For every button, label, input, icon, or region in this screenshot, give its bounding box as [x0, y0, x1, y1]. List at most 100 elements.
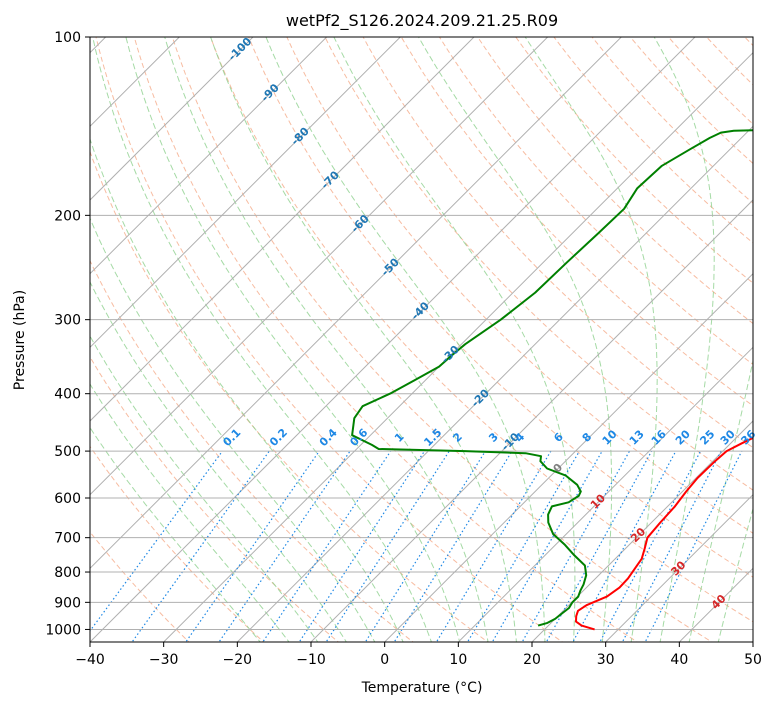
mixing-ratio-label: 0.1: [220, 426, 243, 449]
x-tick-label: 0: [380, 652, 389, 668]
x-tick-label: −10: [296, 652, 326, 668]
mixing-ratio-label: 6: [551, 430, 566, 445]
chart-title: wetPf2_S126.2024.209.21.25.R09: [286, 11, 558, 31]
mixing-ratio-label: 25: [697, 428, 717, 448]
dry-adiabat: [133, 37, 638, 642]
dry-adiabat: [553, 37, 753, 244]
dry-adiabat: [90, 259, 414, 642]
dry-adiabat: [248, 37, 753, 578]
mixing-ratio-line: [599, 450, 702, 642]
x-axis: −40 −30 −20 −10 0 10 20 30 40 50: [75, 642, 762, 668]
isotherm: [383, 272, 753, 642]
isotherm: [90, 37, 696, 642]
mixing-ratio-line: [185, 450, 320, 642]
x-tick-label: 20: [523, 652, 541, 668]
mixing-ratio-label: 13: [627, 428, 647, 448]
isotherm: [90, 37, 328, 275]
mixing-ratio-line: [325, 450, 450, 642]
mixing-ratio-label: 10: [600, 427, 620, 447]
y-tick-label: 300: [54, 313, 81, 329]
mixing-ratio-label: 1: [392, 430, 407, 445]
isotherm: [90, 37, 402, 349]
x-tick-label: 50: [744, 652, 762, 668]
mixing-ratio-line: [491, 450, 603, 642]
moist-adiabat: [524, 37, 658, 642]
dry-adiabat: [667, 37, 753, 125]
mixing-ratio-label: 1.5: [421, 426, 444, 449]
mixing-ratio-label: 16: [649, 427, 669, 447]
isotherm: [90, 37, 254, 201]
x-tick-label: 30: [597, 652, 615, 668]
isotherm: [162, 51, 753, 642]
y-axis-label: Pressure (hPa): [12, 290, 28, 390]
plot-frame: [89, 36, 754, 643]
dry-adiabat: [743, 37, 753, 47]
mixing-ratio-label: 30: [718, 427, 738, 447]
y-tick-label: 800: [54, 565, 81, 581]
moist-adiabat: [90, 383, 290, 642]
dewpoint-trace: [351, 129, 753, 627]
mixing-ratio-line: [364, 450, 486, 642]
mixing-ratio-line: [521, 450, 631, 642]
y-tick-label: 400: [54, 387, 81, 403]
dry-adiabat: [591, 37, 753, 204]
dry-adiabat: [286, 37, 753, 534]
dry-adiabat: [438, 37, 753, 366]
isotherm: [310, 199, 753, 642]
y-axis: 100 200 300 400 500 600 700 800 900 1000: [45, 30, 90, 638]
dry-adiabat: [90, 356, 340, 642]
y-tick-label: 100: [54, 30, 81, 46]
mixing-ratio-label: 20: [673, 427, 693, 447]
moist-adiabat: [265, 37, 546, 642]
x-tick-label: 40: [670, 652, 688, 668]
mixing-ratio-line: [90, 450, 223, 632]
mixing-ratio-label: 2: [450, 430, 465, 445]
mixing-ratio-line: [435, 450, 552, 642]
y-tick-label: 200: [54, 208, 81, 224]
mixing-ratio-label: 0.4: [317, 426, 340, 449]
mixing-ratio-label: 0.6: [347, 426, 370, 449]
isotherm: [90, 37, 181, 128]
mixing-ratio-line: [393, 450, 513, 642]
moist-adiabat: [688, 358, 753, 642]
mixing-ratio-line: [572, 450, 677, 642]
isotherm: [752, 641, 753, 642]
isotherm-label: -100: [226, 35, 255, 64]
dry-adiabat: [90, 445, 265, 642]
sounding-traces: [351, 129, 753, 631]
mixing-ratio-line: [218, 450, 351, 642]
y-tick-label: 500: [54, 444, 81, 460]
dry-adiabat: [705, 37, 753, 86]
moist-adiabat: [333, 37, 576, 642]
dry-adiabat: [209, 37, 753, 623]
dry-adiabat: [400, 37, 753, 407]
y-tick-label: 600: [54, 491, 81, 507]
x-axis-label: Temperature (°C): [361, 680, 483, 696]
y-tick-label: 700: [54, 531, 81, 547]
dry-adiabat: [324, 37, 753, 491]
line-labels: -100-90-80-70-60-50-40-30-20-10010203040…: [220, 35, 758, 612]
temperature-trace: [575, 436, 753, 631]
isotherm: [531, 420, 753, 642]
mixing-ratio-line: [298, 450, 425, 642]
x-tick-label: −20: [223, 652, 253, 668]
isotherm: [90, 37, 623, 570]
isotherm: [604, 493, 753, 642]
dry-adiabat: [90, 531, 190, 642]
mixing-ratio-label: 3: [486, 430, 501, 445]
isotherm-label: -50: [379, 255, 402, 278]
x-tick-label: 10: [449, 652, 467, 668]
mixing-ratio-line: [644, 450, 743, 642]
background-lines: [90, 37, 753, 642]
mixing-ratio-line: [621, 450, 722, 642]
dry-adiabat: [95, 37, 564, 642]
moist-adiabat: [90, 217, 376, 642]
mixing-ratio-line: [466, 450, 580, 642]
isotherm: [90, 37, 549, 496]
moist-adiabat: [92, 37, 432, 642]
mixing-ratio-label: 8: [580, 430, 595, 445]
dry-adiabat: [90, 150, 489, 642]
x-tick-label: −30: [149, 652, 179, 668]
moist-adiabat: [210, 37, 518, 642]
